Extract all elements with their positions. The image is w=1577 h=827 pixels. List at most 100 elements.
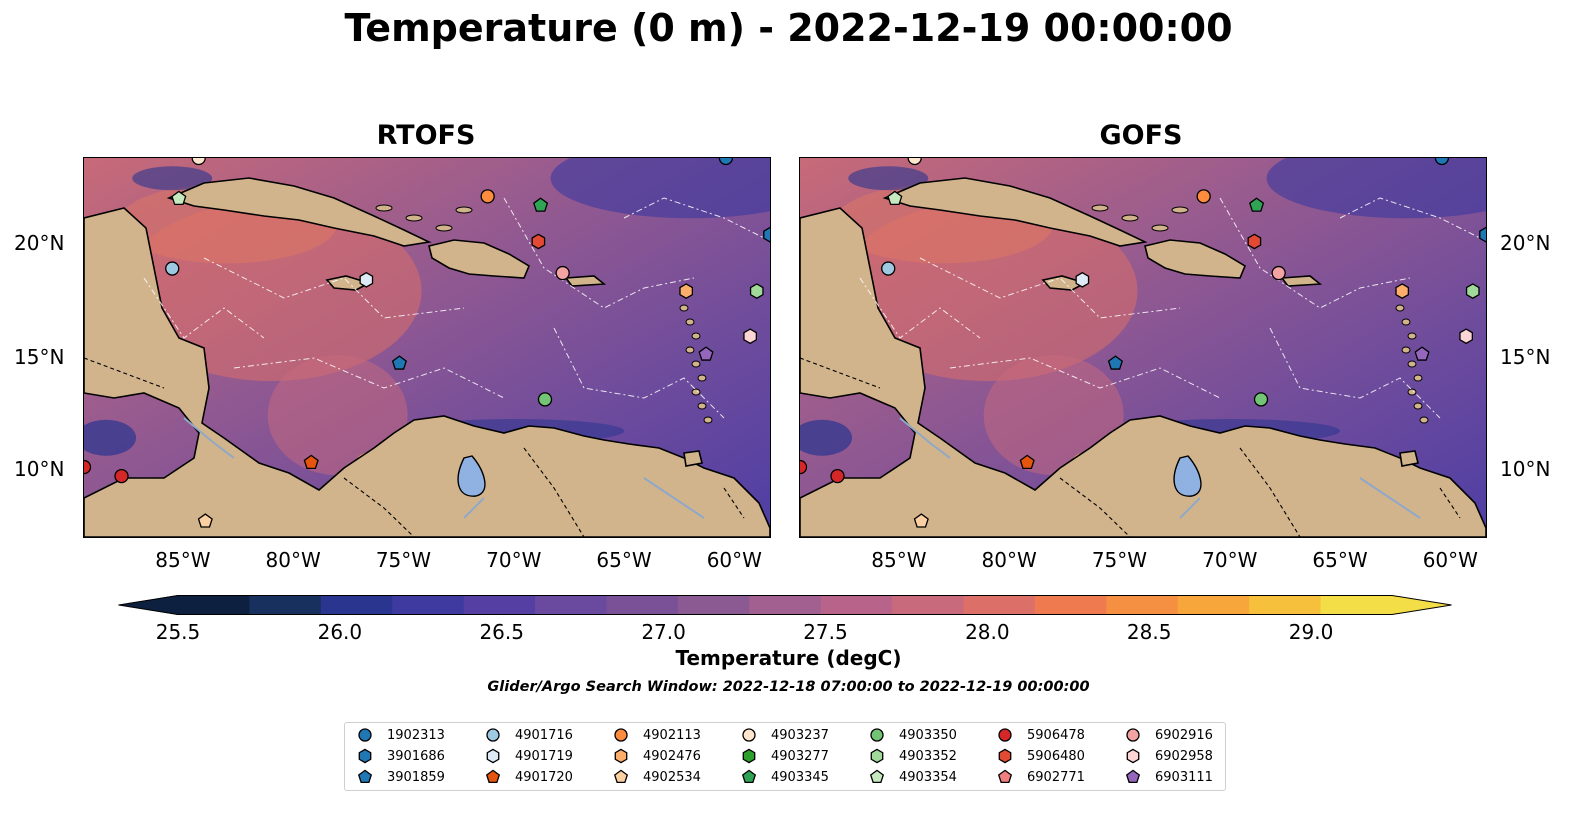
float-marker [1247, 233, 1262, 250]
float-marker [1465, 283, 1480, 300]
float-marker [114, 468, 129, 484]
colorbar-tick-label: 26.5 [479, 620, 524, 644]
float-marker [743, 328, 757, 345]
lon-tick-label: 75°W [375, 548, 432, 572]
legend-label: 1902313 [387, 727, 445, 743]
float-marker [480, 189, 495, 204]
colorbar-segment [1320, 595, 1393, 615]
colorbar-segment [606, 595, 679, 615]
float-marker [1459, 328, 1473, 345]
legend-item: 4903237 [741, 727, 829, 743]
panel-title-rtofs: RTOFS [376, 120, 476, 151]
float-marker [1196, 189, 1211, 204]
legend-item: 1902313 [357, 727, 445, 743]
legend-item: 4903354 [869, 769, 957, 785]
panel-title-gofs: GOFS [1099, 120, 1183, 151]
legend-label: 6902771 [1027, 769, 1085, 785]
lon-tick-label: 80°W [265, 548, 321, 572]
lon-tick-label: 70°W [486, 548, 542, 572]
legend-marker-icon [998, 748, 1012, 764]
float-marker [1075, 271, 1090, 288]
legend-item: 3901686 [357, 748, 445, 764]
legend-label: 4901720 [515, 769, 573, 785]
legend-marker-icon [613, 769, 629, 783]
legend-marker-icon [870, 748, 884, 764]
legend-label: 4903352 [899, 748, 957, 764]
lat-tick-label-right: 15°N [1500, 345, 1551, 369]
legend-label: 4902534 [643, 769, 701, 785]
lon-tick-label: 60°W [1422, 548, 1478, 572]
float-marker [1395, 283, 1410, 300]
legend-label: 4903345 [771, 769, 829, 785]
legend-marker-icon [614, 748, 628, 764]
colorbar-tick-label: 28.0 [965, 620, 1010, 644]
float-marker [718, 158, 734, 166]
legend-item: 4901720 [485, 769, 573, 785]
colorbar-label: Temperature (degC) [675, 646, 902, 670]
colorbar-tick-label: 26.0 [317, 620, 363, 644]
float-marker [391, 355, 407, 370]
legend-label: 4903277 [771, 748, 829, 764]
legend-item: 6902916 [1125, 727, 1213, 743]
float-marker [830, 468, 845, 484]
lon-tick-label: 70°W [1202, 548, 1258, 572]
float-marker [1249, 197, 1265, 212]
float-marker [1479, 226, 1486, 243]
lat-tick-label-right: 20°N [1500, 231, 1551, 255]
float-marker [171, 190, 187, 206]
float-marker [1019, 454, 1035, 469]
float-marker [531, 233, 546, 250]
float-marker [197, 513, 213, 528]
float-marker [555, 265, 570, 281]
legend-marker-icon [870, 728, 884, 742]
lon-tick-label: 75°W [1091, 548, 1148, 572]
float-marker [359, 271, 374, 288]
float-marker [191, 158, 206, 166]
colorbar-segment [1249, 595, 1322, 615]
legend-marker-icon [358, 728, 372, 742]
float-marker [533, 197, 549, 212]
legend-marker-icon [358, 748, 372, 764]
legend-marker-icon [1126, 728, 1140, 742]
legend-marker-icon [742, 728, 756, 742]
legend-marker-icon [741, 769, 757, 783]
map-rtofs [83, 157, 771, 538]
legend-item: 6902958 [1125, 748, 1213, 764]
colorbar-tick-label: 29.0 [1288, 620, 1334, 644]
legend-label: 4903237 [771, 727, 829, 743]
legend-item: 4903352 [869, 748, 957, 764]
float-marker [1414, 346, 1430, 361]
legend-item: 4901719 [485, 748, 573, 764]
legend-item: 4903345 [741, 769, 829, 785]
float-marker [679, 283, 694, 300]
legend: 1902313 3901686 3901859 4901716 4901719 49017… [344, 722, 1226, 791]
colorbar [118, 595, 1452, 615]
colorbar-segment [820, 595, 893, 615]
colorbar-segment [963, 595, 1036, 615]
legend-label: 6902958 [1155, 748, 1213, 764]
colorbar-segment [1106, 595, 1179, 615]
float-marker [1253, 392, 1269, 407]
colorbar-tick-label: 25.5 [155, 620, 201, 644]
lat-tick-label-right: 10°N [1500, 457, 1551, 481]
legend-marker-icon [997, 769, 1013, 783]
colorbar-segment [1034, 595, 1107, 615]
legend-label: 6902916 [1155, 727, 1213, 743]
float-marker [907, 158, 922, 166]
colorbar-segment [178, 595, 251, 615]
legend-label: 5906480 [1027, 748, 1085, 764]
colorbar-segment [249, 595, 322, 615]
float-marker [1434, 158, 1450, 166]
colorbar-segment [1177, 595, 1250, 615]
legend-marker-icon [998, 728, 1012, 742]
temperature-map-rtofs [84, 158, 770, 537]
legend-label: 4901716 [515, 727, 573, 743]
lon-tick-label: 85°W [155, 548, 211, 572]
figure-title: Temperature (0 m) - 2022-12-19 00:00:00 [344, 6, 1233, 50]
float-marker [749, 283, 764, 300]
colorbar-tick-label: 27.0 [641, 620, 686, 644]
colorbar-segment [677, 595, 750, 615]
colorbar-segment [463, 595, 536, 615]
legend-item: 6903111 [1125, 769, 1213, 785]
legend-item: 6902771 [997, 769, 1085, 785]
